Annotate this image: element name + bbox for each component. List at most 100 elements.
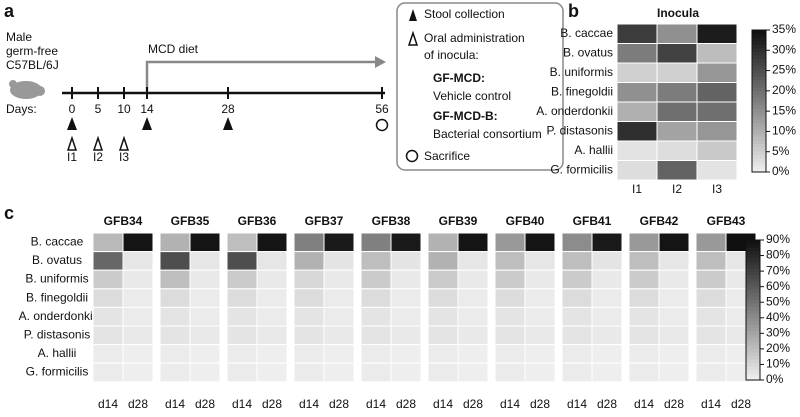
heatmap-cell [616,62,658,83]
heatmap-cell [494,288,526,308]
column-label: I1 [632,182,642,196]
heatmap-cell [591,325,623,346]
open-triangle [407,30,419,46]
legend-text: Sacrifice [424,149,470,163]
timepoint-label: d28 [128,397,148,411]
colorbar-step [746,324,760,328]
timepoint-label: d14 [232,397,252,411]
heatmap-cell [189,325,221,346]
legend-text: Vehicle control [433,89,511,103]
heatmap-cell [226,288,258,308]
heatmap-cell [656,62,698,83]
heatmap-cell [695,288,727,308]
day-label: 56 [375,102,389,116]
heatmap-cell [323,306,355,327]
colorbar-label: 40% [766,310,790,324]
heatmap-cell [256,232,288,253]
heatmap-cell [494,251,526,271]
heatmap-cell [390,288,422,308]
day-label: 14 [140,102,154,116]
row-label: G. formicilis [550,162,613,176]
mouse-title: GFB37 [305,214,344,228]
heatmap-cell [323,251,355,271]
inoculum-label: I1 [67,150,77,164]
timepoint-label: d28 [597,397,617,411]
diet-arrow [145,60,378,93]
colorbar-step [746,250,760,255]
arrow-head [375,56,386,68]
mouse-text: C57BL/6J [6,58,59,72]
heatmap-cell [695,232,727,253]
heatmap-cell [92,362,124,383]
heatmap-cell [591,362,623,383]
colorbar-label: 30% [772,42,796,56]
row-label: B. finegoldii [26,290,88,304]
heatmap-cell [591,232,623,253]
legend-text: GF-MCD-B: [433,109,498,123]
colorbar-step [752,104,766,109]
colorbar-step [746,275,760,279]
colorbar-step [752,118,766,123]
heatmap-cell [457,325,489,346]
colorbar-step [752,125,766,130]
colorbar-step [752,65,766,70]
colorbar-step [752,76,766,81]
heatmap-cell [494,344,526,364]
heatmap-cell [293,362,325,383]
mouse-title: GFB43 [707,214,746,228]
heatmap-cell [656,43,698,64]
colorbar-step [752,79,766,84]
column-label: I2 [672,182,682,196]
timepoint-label: d28 [329,397,349,411]
heatmap-cell [92,251,124,271]
row-label: B. uniformis [25,272,88,286]
colorbar-label: 80% [766,248,790,262]
heatmap-cell [524,306,556,327]
colorbar-frame [745,239,761,381]
diet-label: MCD diet [148,42,199,56]
heatmap-cell [122,269,154,290]
timepoint-label: d28 [664,397,684,411]
heatmap-cell [122,362,154,383]
heatmap-cell [159,362,191,383]
heatmap-cell [658,232,690,253]
heatmap-cell [122,288,154,308]
heatmap-cell [360,362,392,383]
row-label: B. uniformis [550,65,613,79]
heatmap-cell [390,269,422,290]
colorbar-step [752,168,766,173]
colorbar-step [752,111,766,116]
colorbar-step [746,292,760,297]
colorbar-step [752,37,766,42]
colorbar-step [752,140,766,145]
heatmap-cell [561,232,593,253]
heatmap-cell [524,232,556,253]
heatmap-cell [561,288,593,308]
colorbar-step [746,320,760,325]
timepoint-label: d28 [530,397,550,411]
heatmap-cell [189,362,221,383]
timepoint-label: d14 [567,397,587,411]
colorbar-step [746,355,760,360]
colorbar-step [746,352,760,356]
colorbar-step [746,264,760,269]
timepoint-label: d28 [396,397,416,411]
heatmap-cell [616,140,658,161]
inoculum-label: I2 [93,150,103,164]
heatmap-cell [628,288,660,308]
heatmap-cell [696,160,738,181]
heatmap-cell [494,269,526,290]
heatmap-cell [561,269,593,290]
heatmap-cell [226,306,258,327]
heatmap-cell [656,82,698,103]
heatmap-cell [360,344,392,364]
heatmap-cell [616,101,658,122]
heatmap-cell [256,288,288,308]
colorbar-step [746,366,760,370]
colorbar-step [746,240,760,244]
heatmap-cell [628,344,660,364]
heatmap-cell [390,344,422,364]
heatmap-cell [427,306,459,327]
heatmap-cell [591,251,623,271]
colorbar-step [746,327,760,332]
